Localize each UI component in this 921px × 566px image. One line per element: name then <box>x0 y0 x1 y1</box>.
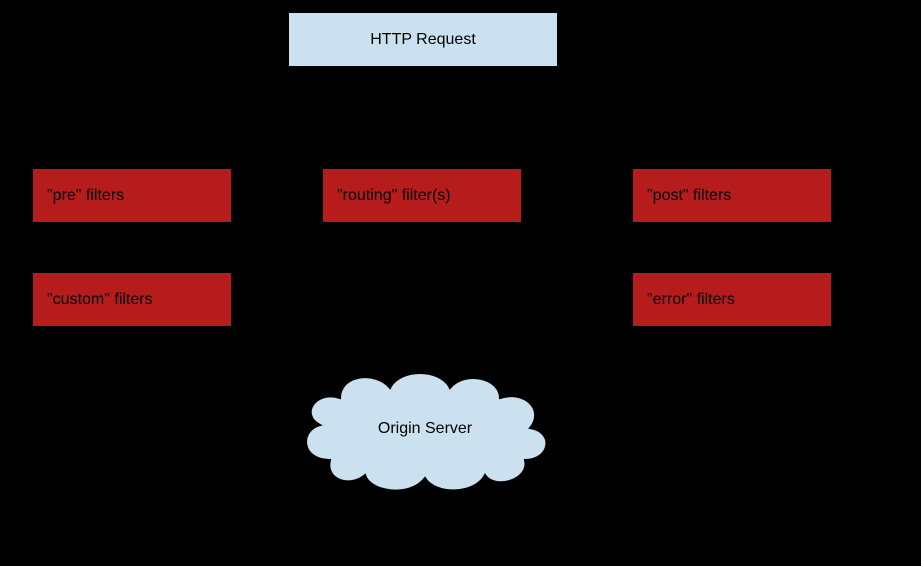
node-http-request: HTTP Request <box>288 12 558 67</box>
node-label: "routing" filter(s) <box>337 187 451 205</box>
node-label: "custom" filters <box>47 291 153 309</box>
node-origin-server: Origin Server <box>290 360 560 500</box>
node-custom-filters: "custom" filters <box>32 272 232 327</box>
node-error-filters: "error" filters <box>632 272 832 327</box>
node-label: Origin Server <box>290 420 560 438</box>
diagram-canvas: HTTP Request "pre" filters "routing" fil… <box>0 0 921 566</box>
node-post-filters: "post" filters <box>632 168 832 223</box>
node-label: "error" filters <box>647 291 735 309</box>
edge-http_request-to-pre_filters <box>132 67 400 168</box>
node-label: "pre" filters <box>47 187 124 205</box>
node-routing-filters: "routing" filter(s) <box>322 168 522 223</box>
node-pre-filters: "pre" filters <box>32 168 232 223</box>
node-label: HTTP Request <box>370 31 476 49</box>
node-label: "post" filters <box>647 187 731 205</box>
edge-post_filters-to-http_request <box>450 67 732 168</box>
